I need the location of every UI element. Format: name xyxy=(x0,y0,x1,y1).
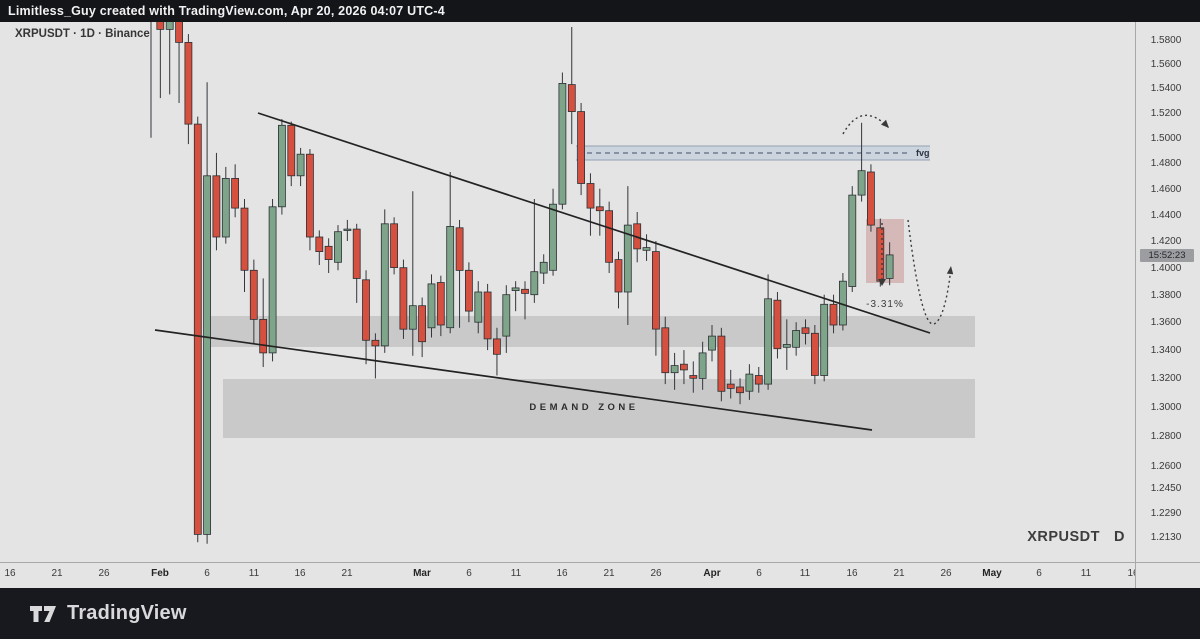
price-tick: 1.2130 xyxy=(1150,532,1182,543)
bottom-brand-bar: TradingView xyxy=(0,588,1200,639)
symbol-watermark-interval: D xyxy=(1114,529,1125,545)
time-tick: 26 xyxy=(940,568,952,579)
price-tick: 1.5400 xyxy=(1150,83,1182,94)
bounce-curve-arrow[interactable] xyxy=(907,219,954,325)
time-tick: 11 xyxy=(1080,568,1092,579)
resistance-band[interactable] xyxy=(205,316,975,347)
time-tick: 16 xyxy=(1127,568,1139,579)
demand-zone-label: DEMAND ZONE xyxy=(529,402,638,413)
price-tick: 1.5000 xyxy=(1150,133,1182,144)
time-tick: 11 xyxy=(799,568,811,579)
time-tick: 6 xyxy=(204,568,210,579)
time-tick: 11 xyxy=(248,568,260,579)
price-tick: 1.4200 xyxy=(1150,236,1182,247)
price-tick: 1.5800 xyxy=(1150,35,1182,46)
lower-descending-trendline[interactable] xyxy=(154,329,873,431)
time-tick: 16 xyxy=(4,568,16,579)
tradingview-logo-icon xyxy=(30,605,56,622)
symbol-watermark-ticker: XRPUSDT xyxy=(1027,529,1101,545)
time-tick: 21 xyxy=(603,568,615,579)
price-tick: 1.3800 xyxy=(1150,290,1182,301)
time-tick: Feb xyxy=(151,568,169,579)
candle-countdown-badge[interactable]: 15:52:23 xyxy=(1140,249,1194,262)
price-tick: 1.4600 xyxy=(1150,184,1182,195)
time-tick: 6 xyxy=(466,568,472,579)
fvg-label: fvg xyxy=(916,148,930,158)
time-axis[interactable]: 16 21 26 Feb 6 11 16 21 Mar 6 11 16 21 26 Apr 6 11 16 21 26… xyxy=(0,562,1139,588)
time-tick: 6 xyxy=(756,568,762,579)
price-tick: 1.3400 xyxy=(1150,345,1182,356)
time-tick: 21 xyxy=(893,568,905,579)
demand-band[interactable] xyxy=(223,379,975,438)
time-tick: 6 xyxy=(1036,568,1042,579)
measure-box[interactable] xyxy=(866,219,904,283)
time-tick: 21 xyxy=(341,568,353,579)
axis-corner xyxy=(1135,562,1200,588)
price-tick: 1.3200 xyxy=(1150,373,1182,384)
price-tick: 1.2800 xyxy=(1150,431,1182,442)
time-tick: 26 xyxy=(650,568,662,579)
time-tick: 11 xyxy=(510,568,522,579)
price-tick: 1.4400 xyxy=(1150,210,1182,221)
time-tick: Apr xyxy=(703,568,721,579)
price-axis[interactable]: 15:52:23 1.5800 1.5600 1.5400 1.5200 1.5000 1… xyxy=(1135,22,1200,562)
price-tick: 1.2600 xyxy=(1150,461,1182,472)
symbol-watermark: XRPUSDT D xyxy=(1027,529,1125,545)
tradingview-brand-name: TradingView xyxy=(67,602,187,624)
price-tick: 1.4800 xyxy=(1150,158,1182,169)
price-tick: 1.5600 xyxy=(1150,59,1182,70)
top-watermark-bar: Limitless_Guy created with TradingView.c… xyxy=(0,0,1200,22)
time-tick: May xyxy=(982,568,1002,579)
time-tick: 16 xyxy=(556,568,568,579)
price-tick: 1.2450 xyxy=(1150,483,1182,494)
chart-area[interactable]: DEMAND ZONE fvg -3.31% XRPUSDT · 1D · Bina… xyxy=(0,22,1135,562)
time-tick: 16 xyxy=(846,568,858,579)
creator-watermark: Limitless_Guy created with TradingView.c… xyxy=(8,4,445,18)
upper-descending-trendline[interactable] xyxy=(257,112,931,334)
time-tick: Mar xyxy=(413,568,431,579)
candles[interactable] xyxy=(148,22,894,544)
price-tick: 1.4000 xyxy=(1150,263,1182,274)
measure-percent-label: -3.31% xyxy=(866,299,904,310)
price-tick: 1.3600 xyxy=(1150,317,1182,328)
price-tick: 1.2290 xyxy=(1150,508,1182,519)
price-tick: 1.3000 xyxy=(1150,402,1182,413)
symbol-legend[interactable]: XRPUSDT · 1D · Binance xyxy=(15,28,150,40)
price-tick: 1.5200 xyxy=(1150,108,1182,119)
box-down-arrow[interactable] xyxy=(878,223,886,286)
tradingview-brand[interactable]: TradingView xyxy=(30,602,187,625)
time-tick: 16 xyxy=(294,568,306,579)
candlestick-chart-canvas[interactable]: DEMAND ZONE fvg -3.31% xyxy=(0,22,1135,562)
rejection-arc-arrow[interactable] xyxy=(842,114,890,135)
time-tick: 26 xyxy=(98,568,110,579)
time-tick: 21 xyxy=(51,568,63,579)
fvg-zone[interactable] xyxy=(576,145,930,161)
